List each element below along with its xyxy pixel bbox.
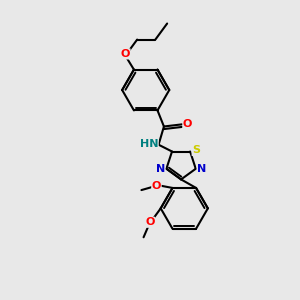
Text: O: O <box>145 217 155 227</box>
Text: N: N <box>156 164 165 174</box>
Text: O: O <box>121 49 130 59</box>
Text: HN: HN <box>140 139 158 148</box>
Text: O: O <box>183 119 192 129</box>
Text: O: O <box>152 181 161 191</box>
Text: N: N <box>197 164 206 174</box>
Text: S: S <box>192 146 200 155</box>
